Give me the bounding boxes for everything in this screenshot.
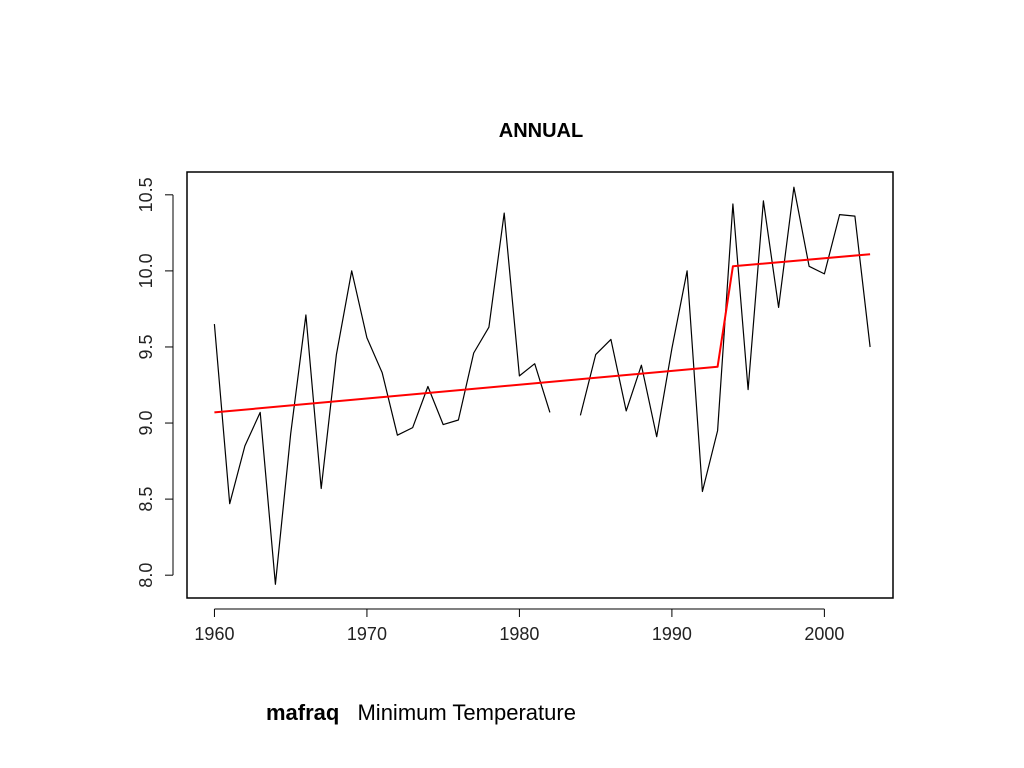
plot-frame <box>186 171 894 599</box>
chart-title: ANNUAL <box>499 120 583 142</box>
y-tick-label: 10.0 <box>136 253 156 288</box>
x-tick-label: 1990 <box>652 624 692 644</box>
y-tick-label: 10.5 <box>136 177 156 212</box>
chart-caption: mafraq Minimum Temperature <box>266 700 576 726</box>
annual-series-line <box>213 186 871 585</box>
x-tick-label: 1960 <box>194 624 234 644</box>
y-tick-label: 8.0 <box>136 563 156 588</box>
x-tick-label: 1970 <box>347 624 387 644</box>
x-tick-label: 1980 <box>499 624 539 644</box>
y-axis: 8.0 8.5 9.0 9.5 10.0 10.5 <box>136 177 174 588</box>
y-tick-label: 8.5 <box>136 487 156 512</box>
x-tick-label: 2000 <box>804 624 844 644</box>
y-tick-label: 9.5 <box>136 334 156 359</box>
y-tick-label: 9.0 <box>136 411 156 436</box>
station-name: mafraq <box>266 700 340 725</box>
series-layer <box>213 186 871 585</box>
variable-name: Minimum Temperature <box>357 700 576 725</box>
trend-line <box>214 253 871 414</box>
x-axis: 1960 1970 1980 1990 2000 <box>194 608 844 644</box>
